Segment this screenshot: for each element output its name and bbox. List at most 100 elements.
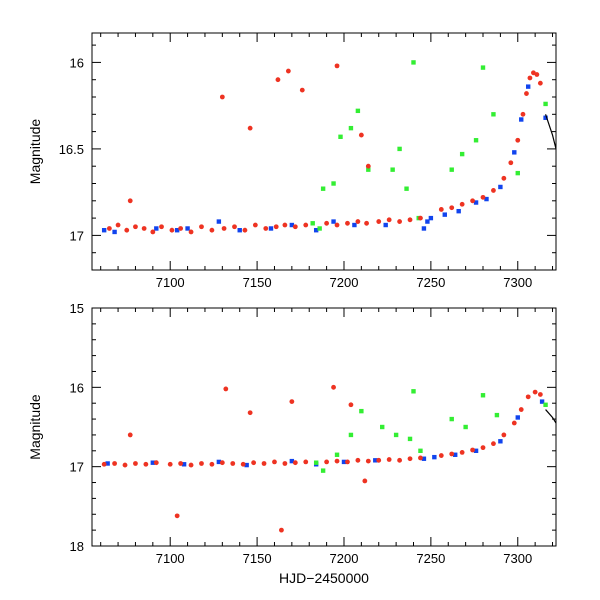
bottom-red-point	[178, 461, 184, 466]
top-red-point	[449, 205, 455, 211]
top-green-point	[331, 181, 336, 186]
bottom-red-point	[251, 460, 257, 466]
bottom-red-point	[101, 461, 107, 467]
bottom-y-axis-title: Magnitude	[27, 394, 43, 460]
top-red-point	[438, 207, 444, 212]
top-green-point	[411, 60, 416, 65]
top-blue-point	[352, 222, 357, 228]
bottom-green-point	[407, 436, 413, 442]
bottom-y-tick-label: 15	[70, 301, 84, 316]
top-red-point	[124, 227, 130, 233]
top-red-point	[470, 198, 475, 204]
top-plot-frame	[91, 32, 557, 271]
bottom-red-point	[127, 432, 133, 438]
top-blue-point	[473, 200, 479, 205]
bottom-red-point	[209, 461, 215, 467]
top-red-point	[133, 224, 138, 230]
top-green-point	[390, 167, 395, 172]
bottom-red-point	[537, 392, 543, 397]
top-green-point	[348, 125, 354, 131]
top-green-point	[310, 221, 315, 226]
top-blue-point	[237, 228, 242, 233]
top-red-point	[209, 227, 215, 233]
top-red-point	[285, 68, 291, 74]
bottom-blue-point	[216, 459, 222, 465]
top-red-point	[355, 219, 361, 224]
bottom-series-red	[101, 384, 543, 533]
bottom-blue-point	[181, 462, 187, 467]
bottom-series-blue	[105, 399, 545, 468]
bottom-red-point	[511, 420, 517, 426]
bottom-green-point	[449, 416, 454, 422]
top-red-point	[232, 224, 237, 230]
bottom-red-point	[240, 461, 246, 467]
top-red-point	[534, 72, 540, 77]
bottom-red-point	[334, 458, 340, 464]
top-blue-point	[456, 208, 461, 214]
top-blue-point	[216, 219, 222, 224]
top-data-area	[101, 60, 556, 235]
top-red-point	[169, 227, 175, 233]
top-series-red	[106, 63, 543, 235]
top-green-point	[459, 151, 465, 157]
bottom-red-point	[376, 457, 382, 463]
bottom-red-point	[397, 457, 402, 463]
bottom-red-point	[459, 449, 465, 455]
bottom-red-point	[355, 457, 361, 463]
top-red-point	[127, 198, 133, 204]
bottom-red-point	[532, 389, 538, 395]
top-red-point	[459, 201, 465, 207]
bottom-red-point	[518, 407, 524, 412]
bottom-red-point	[362, 478, 368, 484]
bottom-green-point	[494, 412, 500, 418]
top-series-blue	[101, 84, 548, 235]
top-red-point	[515, 137, 521, 143]
top-red-point	[299, 87, 305, 93]
bottom-green-point	[418, 448, 423, 453]
bottom-green-point	[359, 408, 364, 414]
top-red-point	[273, 224, 279, 230]
bottom-red-point	[418, 455, 423, 461]
bottom-green-point	[313, 460, 319, 465]
top-blue-point	[268, 226, 274, 231]
top-blue-point	[425, 219, 430, 224]
top-red-point	[480, 194, 486, 200]
bottom-green-point	[463, 424, 468, 430]
top-red-point	[247, 125, 253, 131]
top-red-point	[334, 222, 340, 228]
top-x-tick-label: 7100	[156, 275, 185, 290]
top-red-point	[292, 224, 298, 230]
top-y-tick-label: 16.5	[59, 142, 84, 157]
top-green-point	[515, 170, 520, 176]
top-y-axis-title: Magnitude	[27, 119, 43, 185]
top-blue-point	[519, 117, 524, 122]
top-red-point	[527, 75, 533, 81]
top-blue-point	[313, 228, 319, 233]
bottom-blue-point	[539, 399, 545, 404]
top-red-point	[508, 160, 514, 166]
bottom-y-tick-label: 18	[70, 539, 84, 554]
bottom-red-point	[438, 453, 444, 458]
bottom-green-point	[480, 393, 486, 398]
bottom-green-point	[543, 402, 548, 407]
top-green-point	[320, 186, 326, 191]
top-x-tick-label: 7150	[243, 275, 272, 290]
top-green-point	[473, 138, 479, 143]
top-red-point	[188, 229, 194, 235]
top-blue-point	[484, 196, 489, 202]
top-red-point	[376, 219, 382, 224]
top-panel: 7100 7150 7200 7250 7300 16 16.5 17 Magnitude	[27, 32, 557, 290]
top-red-point	[364, 220, 369, 226]
top-blue-point	[442, 212, 447, 217]
bottom-y-tick-label: 16	[70, 380, 84, 395]
bottom-y-tick-label: 17	[70, 460, 84, 475]
bottom-red-point	[365, 458, 371, 464]
top-red-point	[282, 222, 288, 228]
top-red-point	[345, 220, 350, 226]
bottom-red-point	[282, 461, 288, 466]
bottom-blue-point	[373, 458, 378, 463]
top-red-point	[524, 91, 529, 96]
top-green-point	[338, 134, 343, 139]
bottom-red-point	[247, 410, 253, 416]
top-blue-point	[421, 226, 427, 231]
